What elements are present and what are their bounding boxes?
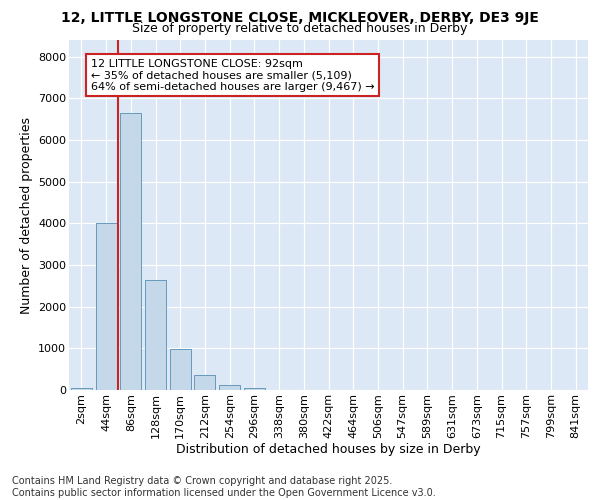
X-axis label: Distribution of detached houses by size in Derby: Distribution of detached houses by size … (176, 444, 481, 456)
Bar (244, 388, 265, 390)
Text: Contains HM Land Registry data © Crown copyright and database right 2025.
Contai: Contains HM Land Registry data © Crown c… (12, 476, 436, 498)
Bar (120, 113, 141, 390)
Text: 12 LITTLE LONGSTONE CLOSE: 92sqm
← 35% of detached houses are smaller (5,109)
64: 12 LITTLE LONGSTONE CLOSE: 92sqm ← 35% o… (91, 59, 374, 92)
Y-axis label: Number of detached properties: Number of detached properties (20, 116, 32, 314)
Text: 12, LITTLE LONGSTONE CLOSE, MICKLEOVER, DERBY, DE3 9JE: 12, LITTLE LONGSTONE CLOSE, MICKLEOVER, … (61, 11, 539, 25)
Text: Size of property relative to detached houses in Derby: Size of property relative to detached ho… (133, 22, 467, 35)
Bar (95, 224, 116, 390)
Bar (219, 384, 240, 390)
Bar (170, 349, 191, 390)
Bar (194, 376, 215, 390)
Bar (145, 280, 166, 390)
Bar (71, 388, 92, 390)
